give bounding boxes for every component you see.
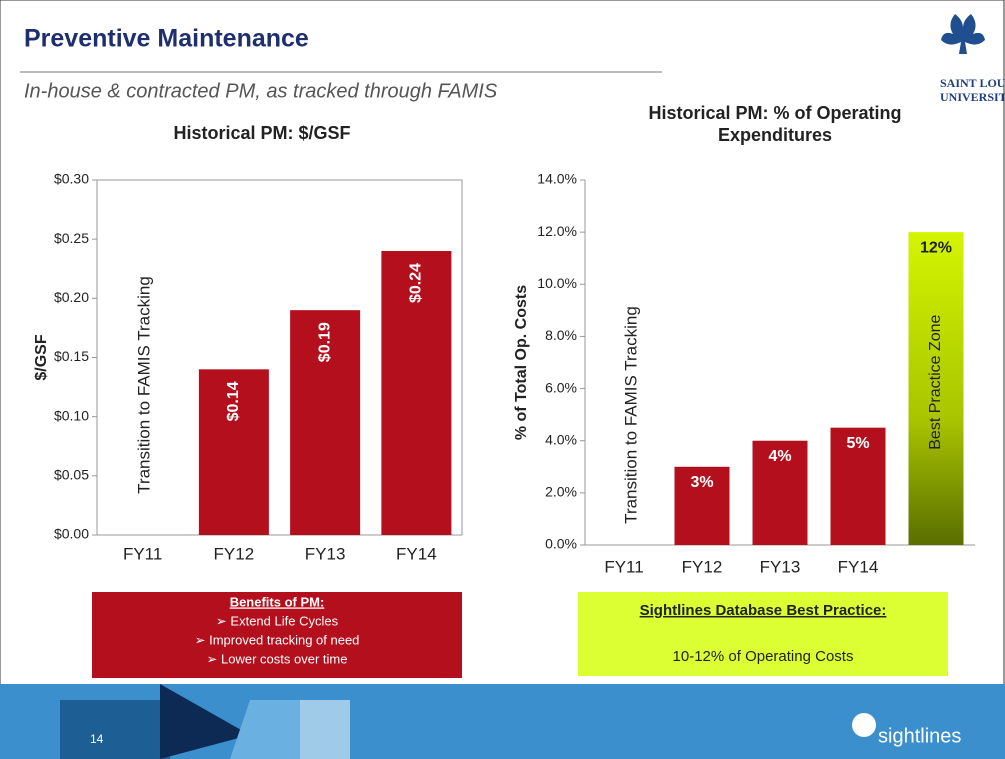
bar	[674, 466, 730, 545]
y-tick-label: $0.10	[54, 407, 89, 423]
y-tick-label: $0.05	[54, 467, 89, 483]
y-tick-label: $0.30	[54, 171, 89, 187]
y-tick-label: $0.25	[54, 230, 89, 246]
y-axis-label: % of Total Op. Costs	[513, 285, 530, 440]
y-tick-label: 6.0%	[545, 379, 577, 395]
value-label: 3%	[690, 474, 713, 491]
y-tick-label: 10.0%	[537, 275, 577, 291]
brand: sightlines	[878, 725, 961, 747]
page-number: 14	[90, 732, 104, 746]
best-practice-title: Sightlines Database Best Practice:	[640, 602, 887, 619]
best-practice-box	[578, 592, 948, 676]
x-tick-label: FY12	[682, 557, 723, 576]
benefits-item: ➢ Lower costs over time	[207, 651, 348, 666]
x-tick-label: FY14	[838, 557, 879, 576]
y-tick-label: $0.15	[54, 348, 89, 364]
y-tick-label: 8.0%	[545, 327, 577, 343]
logo-text: SAINT LOUIS	[940, 76, 1005, 90]
y-tick-label: $0.20	[54, 289, 89, 305]
value-label: 5%	[846, 435, 869, 452]
value-label: $0.24	[408, 263, 425, 303]
footer: 14 sightlines	[0, 684, 1005, 759]
y-tick-label: 14.0%	[537, 171, 577, 187]
chart-title: Historical PM: % of Operating Expenditure…	[648, 103, 901, 145]
y-tick-label: 12.0%	[537, 223, 577, 239]
value-label: $0.19	[316, 322, 333, 362]
benefits-title: Benefits of PM:	[230, 594, 325, 609]
chart-title: Historical PM: $/GSF	[173, 123, 350, 143]
y-tick-label: $0.00	[54, 526, 89, 542]
x-tick-label: FY11	[123, 544, 162, 563]
brand-icon	[852, 713, 876, 737]
slide-subtitle: In-house & contracted PM, as tracked thr…	[24, 80, 498, 102]
x-tick-label: FY11	[604, 557, 643, 576]
bar	[381, 251, 452, 535]
footer-shape	[300, 700, 350, 759]
benefits-box	[92, 592, 462, 678]
bar	[830, 427, 886, 545]
annotation: Transition to FAMIS Tracking	[134, 276, 153, 494]
slide-title: Preventive Maintenance	[24, 25, 309, 53]
value-label: 12%	[920, 239, 952, 256]
logo-text: UNIVERSITY	[940, 90, 1005, 104]
bar	[198, 369, 269, 535]
x-tick-label: FY13	[305, 544, 346, 563]
annotation: Transition to FAMIS Tracking	[621, 306, 640, 524]
y-tick-label: 2.0%	[545, 484, 577, 500]
footer-shape	[60, 700, 170, 759]
x-tick-label: FY14	[396, 544, 437, 563]
logo-icon	[941, 14, 985, 54]
footer-shape	[230, 700, 300, 759]
benefits-item: ➢ Improved tracking of need	[195, 632, 360, 647]
x-tick-label: FY12	[214, 544, 255, 563]
best-practice-text: 10-12% of Operating Costs	[673, 648, 854, 665]
x-tick-label: FY13	[760, 557, 801, 576]
y-axis-label: $/GSF	[33, 334, 50, 380]
footer-shape	[160, 684, 250, 759]
logo: SAINT LOUIS UNIVERSITY	[940, 14, 1005, 104]
value-label: 4%	[768, 448, 791, 465]
y-tick-label: 0.0%	[545, 536, 577, 552]
y-tick-label: 4.0%	[545, 431, 577, 447]
benefits-item: ➢ Extend Life Cycles	[216, 613, 339, 628]
bar	[752, 440, 808, 545]
bar	[908, 232, 964, 545]
value-label: $0.14	[225, 381, 242, 421]
zone-label: Best Practice Zone	[927, 314, 944, 449]
bar	[290, 310, 361, 535]
